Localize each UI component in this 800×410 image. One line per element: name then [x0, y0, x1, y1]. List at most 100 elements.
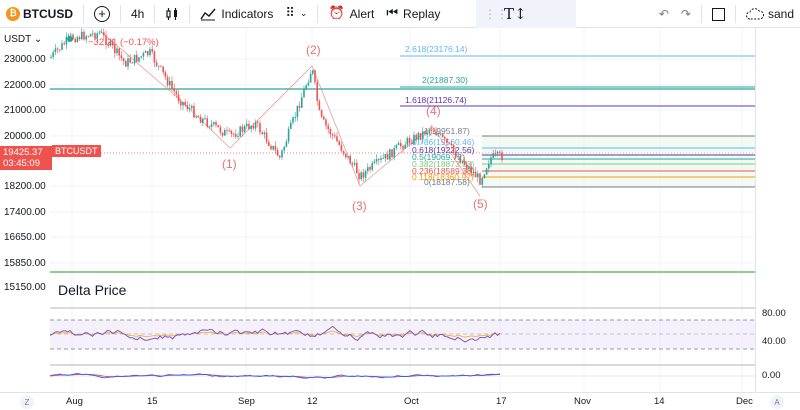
candles-icon	[166, 7, 178, 20]
candle-body	[426, 132, 428, 135]
candle-body	[116, 48, 118, 54]
wave-label: (4)	[426, 104, 441, 118]
candle-body	[175, 91, 178, 95]
timezone-button[interactable]: Z	[20, 395, 34, 409]
price-scale[interactable]: USDT ⌄ 23000.00 22000.00 21000.00 20000.…	[0, 28, 52, 396]
price-tick: 16650.00	[4, 232, 46, 243]
candle-body	[208, 126, 211, 128]
candle-body	[439, 133, 442, 135]
candle-body	[450, 143, 453, 146]
chevron-down-icon: ⌄	[31, 34, 43, 45]
candle-body	[356, 163, 358, 174]
auto-scale-button[interactable]: A	[770, 395, 784, 409]
candle-body	[309, 73, 312, 83]
candle-body	[444, 136, 446, 139]
candle-body	[292, 117, 294, 123]
redo-icon: ↷	[680, 7, 691, 21]
cloud-save-button[interactable]: sand	[740, 0, 800, 28]
redo-button[interactable]: ↷	[675, 0, 697, 28]
wave-labels: (1) (2) (3) (4) (5)	[222, 43, 488, 213]
candle-body	[65, 37, 68, 45]
candle-body	[182, 101, 184, 106]
candle-body	[243, 126, 246, 132]
candle-body	[265, 132, 268, 142]
time-tick: Oct	[404, 396, 419, 407]
candle-body	[490, 157, 492, 165]
chart-area[interactable]: 2.618(23176.14) 2(21887.30) 1.618(21126.…	[0, 27, 755, 396]
symbol-badge: BTCUSDT	[52, 145, 101, 157]
candle-body	[307, 82, 310, 86]
divider	[189, 4, 191, 23]
indicator-scale[interactable]: 80.00 40.00 0.00	[755, 28, 800, 396]
currency-label: USDT	[4, 34, 32, 45]
candle-body	[87, 36, 90, 38]
candle-body	[430, 130, 433, 131]
time-tick: 17	[496, 396, 507, 407]
macd-pane[interactable]	[49, 373, 755, 379]
candle-body	[351, 163, 354, 165]
candle-body	[153, 51, 156, 63]
candle-body	[89, 34, 92, 37]
candle-body	[122, 58, 125, 62]
layout-button[interactable]	[706, 0, 731, 28]
candle-body	[433, 130, 435, 132]
candle-body	[435, 131, 437, 136]
fib-label: 0.236(18589.38)	[412, 166, 475, 176]
candle-body	[155, 62, 158, 66]
candle-body	[325, 119, 327, 126]
candle-body	[144, 51, 147, 53]
candle-body	[400, 143, 402, 147]
candle-body	[402, 146, 404, 149]
rsi-scale-top: 80.00	[762, 308, 786, 319]
candle-body	[195, 116, 197, 118]
candle-body	[149, 49, 151, 56]
price-tick: 20000.00	[4, 131, 46, 142]
price-tick: 17400.00	[4, 207, 46, 218]
currency-selector[interactable]: USDT ⌄	[4, 34, 42, 45]
interval-button[interactable]: 4h	[125, 0, 150, 28]
price-tick: 22000.00	[4, 80, 46, 91]
candle-body	[364, 171, 367, 178]
templates-button[interactable]: ⠿ ⌄	[279, 0, 313, 28]
candle-body	[499, 151, 501, 153]
fib-extension-lines[interactable]	[400, 55, 755, 107]
fib-label: 1.618(21126.74)	[405, 95, 467, 105]
candle-body	[111, 40, 114, 46]
candle-body	[488, 164, 490, 169]
undo-icon: ↶	[658, 7, 669, 21]
text-tool-button[interactable]: T↕	[498, 0, 533, 28]
candle-body	[485, 168, 488, 175]
rsi-scale-mid: 40.00	[762, 336, 786, 347]
fib-retracement-lines[interactable]	[482, 135, 755, 188]
alert-button[interactable]: ⏰ Alert	[322, 0, 380, 28]
candle-body	[120, 55, 123, 59]
chart-canvas[interactable]: 2.618(23176.14) 2(21887.30) 1.618(21126.…	[0, 27, 755, 396]
replay-button[interactable]: ⏮ Replay	[380, 0, 446, 28]
candle-body	[428, 130, 431, 133]
chart-type-button[interactable]	[159, 0, 185, 28]
candle-body	[74, 39, 76, 42]
drag-handle[interactable]: ⋮⋮	[484, 6, 508, 21]
cloud-icon	[745, 8, 764, 20]
divider	[83, 4, 84, 23]
current-price-badge: 19425.37 03:45:09	[0, 146, 52, 170]
candle-body	[382, 158, 384, 160]
undo-button[interactable]: ↶	[653, 0, 675, 28]
candle-body	[158, 65, 160, 67]
indicators-button[interactable]: Indicators	[194, 0, 279, 28]
candle-body	[347, 155, 349, 158]
candle-body	[259, 123, 261, 133]
candle-body	[329, 129, 332, 135]
rsi-pane[interactable]	[49, 319, 755, 350]
fib-label: 0.5(19069.72)	[412, 152, 465, 162]
time-axis[interactable]: Z Aug 15 Sep 12 Oct 17 Nov 14 Dec A	[0, 392, 800, 410]
candle-body	[61, 43, 63, 50]
compare-symbol-button[interactable]: +	[88, 0, 116, 28]
candle-body	[468, 166, 470, 169]
symbol-selector[interactable]: ₿ BTCUSD	[0, 0, 79, 28]
candle-body	[369, 167, 371, 170]
wave-label: (1)	[222, 157, 237, 171]
candle-body	[193, 106, 195, 118]
candle-body	[261, 132, 263, 135]
candle-body	[197, 116, 200, 118]
